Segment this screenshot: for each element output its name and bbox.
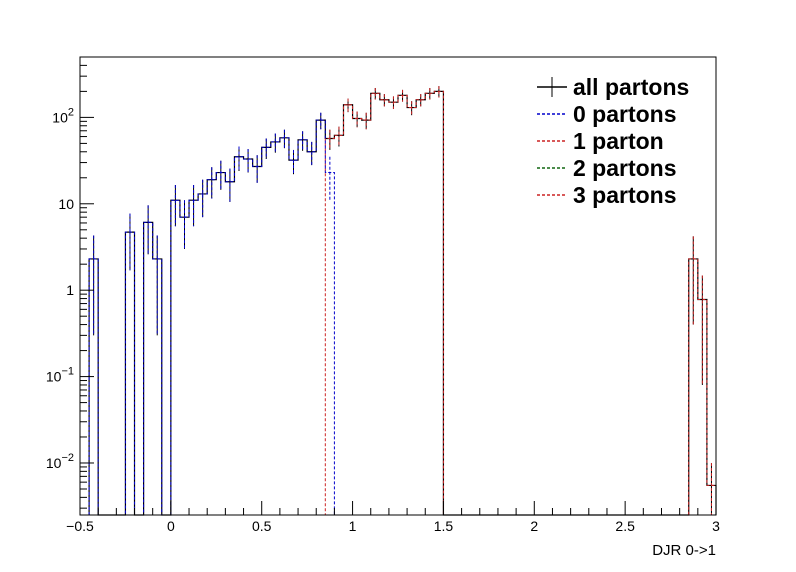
legend-label: 0 partons bbox=[573, 101, 677, 127]
plot-frame bbox=[79, 56, 717, 516]
legend-label: all partons bbox=[573, 74, 689, 100]
y-tick-label: 10−1 bbox=[46, 366, 74, 385]
legend-label: 3 partons bbox=[573, 182, 677, 208]
x-tick-label: 1 bbox=[349, 518, 357, 534]
axes: −0.5 0 0.5 1 1.5 2 2.5 3 10−2 10−1 1 10 102 bbox=[46, 56, 720, 534]
x-tick-label: 0 bbox=[167, 518, 175, 534]
y-tick-label: 102 bbox=[52, 106, 74, 125]
x-tick-label: −0.5 bbox=[66, 518, 94, 534]
x-tick-label: 0.5 bbox=[252, 518, 272, 534]
x-tick-label: 3 bbox=[712, 518, 720, 534]
legend-label: 1 parton bbox=[573, 128, 664, 154]
y-tick-label: 10−2 bbox=[46, 452, 74, 471]
legend-label: 2 partons bbox=[573, 155, 677, 181]
y-tick-label: 10 bbox=[58, 196, 74, 212]
x-tick-label: 2 bbox=[530, 518, 538, 534]
x-tick-label: 2.5 bbox=[615, 518, 635, 534]
y-tick-label: 1 bbox=[66, 282, 74, 298]
x-axis-title: DJR 0->1 bbox=[652, 542, 716, 559]
x-tick-label: 1.5 bbox=[434, 518, 454, 534]
